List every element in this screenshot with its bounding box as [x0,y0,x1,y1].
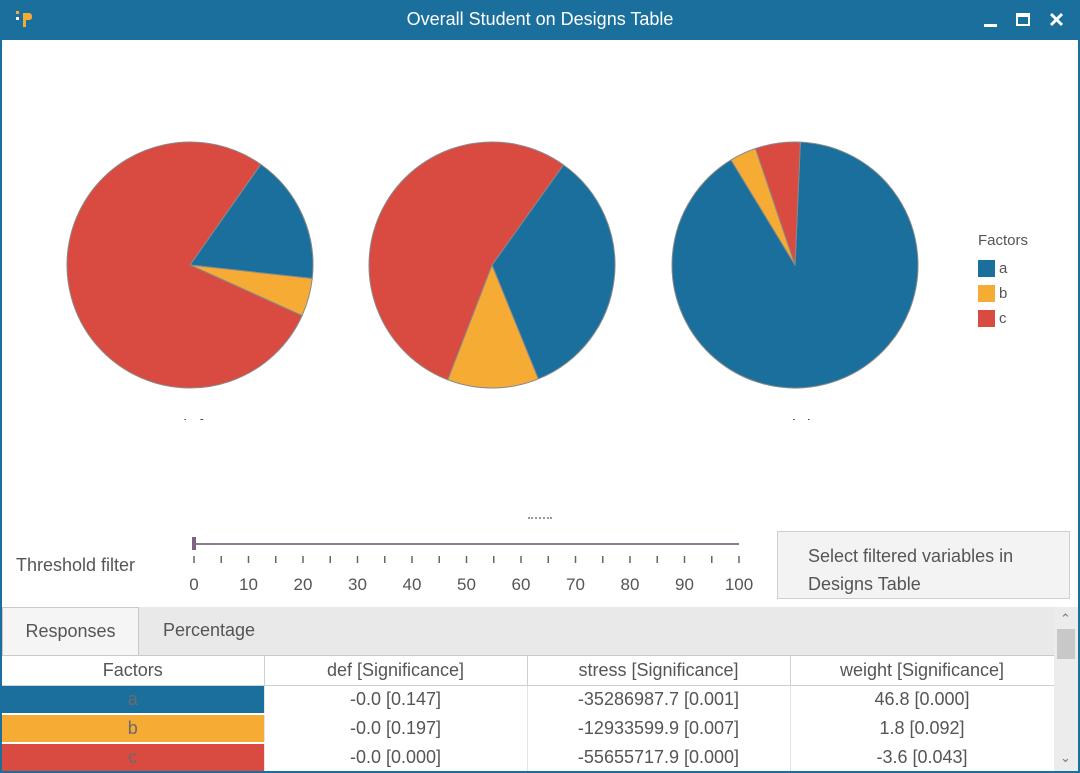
column-header-stress[interactable]: stress [Significance] [527,656,791,686]
stress-cell: -12933599.9 [0.007] [527,714,791,743]
table-header-row: Factors def [Significance] stress [Signi… [2,656,1055,686]
select-filtered-variables-button[interactable]: Select filtered variables in Designs Tab… [777,531,1070,599]
maximize-icon [1016,13,1030,26]
window-title: Overall Student on Designs Table [406,9,674,29]
column-header-def[interactable]: def [Significance] [264,656,528,686]
slider-tick-label: 50 [457,575,476,594]
table-row[interactable]: a -0.0 [0.147] -35286987.7 [0.001] 46.8 … [2,685,1055,715]
tab-responses[interactable]: Responses [2,607,139,655]
def-cell: -0.0 [0.000] [264,743,528,772]
slider-tick-label: 20 [294,575,313,594]
results-panel: Responses Percentage Factors def [Signif… [2,607,1078,773]
minimize-button[interactable] [978,8,1004,32]
legend-swatch-b [978,285,995,302]
def-cell: -0.0 [0.147] [264,685,528,714]
factor-cell: b [2,714,265,744]
pie-slice-stress-c[interactable] [368,141,565,381]
pie-charts: def stress weight [66,141,919,420]
weight-cell: 46.8 [0.000] [790,685,1055,714]
slider-tick-label: 0 [189,575,198,594]
slider-handle[interactable] [192,537,196,550]
vertical-scrollbar[interactable]: ⌃ ⌄ [1054,607,1078,771]
factor-cell: a [2,685,265,715]
splitter-handle[interactable] [528,517,552,521]
threshold-slider[interactable]: 0 10 20 30 40 50 60 70 80 90 100 [180,532,770,598]
factor-cell: c [2,743,265,773]
stress-cell: -55655717.9 [0.000] [527,743,791,772]
legend-label-c: c [999,310,1007,327]
slider-tick-label: 80 [621,575,640,594]
slider-tick-label: 40 [403,575,422,594]
pie-label-stress: stress [467,417,518,420]
tab-percentage[interactable]: Percentage [162,620,256,640]
stress-cell: -35286987.7 [0.001] [527,685,791,714]
slider-tick-label: 60 [512,575,531,594]
pie-slice-stress-b[interactable] [447,263,539,389]
table-row[interactable]: c -0.0 [0.000] -55655717.9 [0.000] -3.6 … [2,743,1055,773]
pie-stress [368,141,616,389]
close-button[interactable] [1044,8,1070,32]
slider-tick-label: 90 [675,575,694,594]
app-logo-icon [16,11,32,27]
weight-cell: 1.8 [0.092] [790,714,1055,743]
legend-item-c: c [978,306,1028,331]
pie-weight [671,141,919,389]
pie-label-weight: weight [767,417,824,420]
table-row[interactable]: b -0.0 [0.197] -12933599.9 [0.007] 1.8 [… [2,714,1055,744]
pie-slice-def-c[interactable] [66,141,303,389]
maximize-button[interactable] [1010,8,1036,32]
chart-legend: Factors a b c [978,232,1028,331]
legend-title: Factors [978,232,1029,249]
legend-label-a: a [999,260,1008,277]
threshold-filter-label: Threshold filter [16,555,136,575]
legend-swatch-a [978,260,995,277]
column-header-factors[interactable]: Factors [2,656,265,686]
legend-item-b: b [978,281,1028,306]
def-cell: -0.0 [0.197] [264,714,528,743]
legend-swatch-c [978,310,995,327]
pie-label-def: def [177,417,204,420]
minimize-icon [984,24,997,27]
column-header-weight[interactable]: weight [Significance] [790,656,1055,686]
slider-tick-label: 70 [566,575,585,594]
scroll-thumb[interactable] [1057,629,1075,659]
select-button-line2: Designs Table [808,573,921,594]
select-button-line1: Select filtered variables in [808,545,1014,566]
legend-label-b: b [999,285,1008,302]
weight-cell: -3.6 [0.043] [790,743,1055,772]
scroll-up-icon[interactable]: ⌃ [1060,611,1071,626]
title-bar: Overall Student on Designs Table [0,0,1080,40]
pie-slice-def-a[interactable] [189,163,314,280]
slider-tick-label: 10 [239,575,258,594]
slider-tick-label: 100 [725,575,753,594]
pie-def [66,141,314,389]
close-icon [1049,12,1064,27]
legend-item-a: a [978,256,1028,281]
results-table: Factors def [Significance] stress [Signi… [2,655,1055,773]
slider-tick-label: 30 [348,575,367,594]
pie-slice-weight-c[interactable] [754,141,801,266]
scroll-down-icon[interactable]: ⌄ [1060,750,1071,765]
pie-slice-stress-a[interactable] [491,164,616,380]
